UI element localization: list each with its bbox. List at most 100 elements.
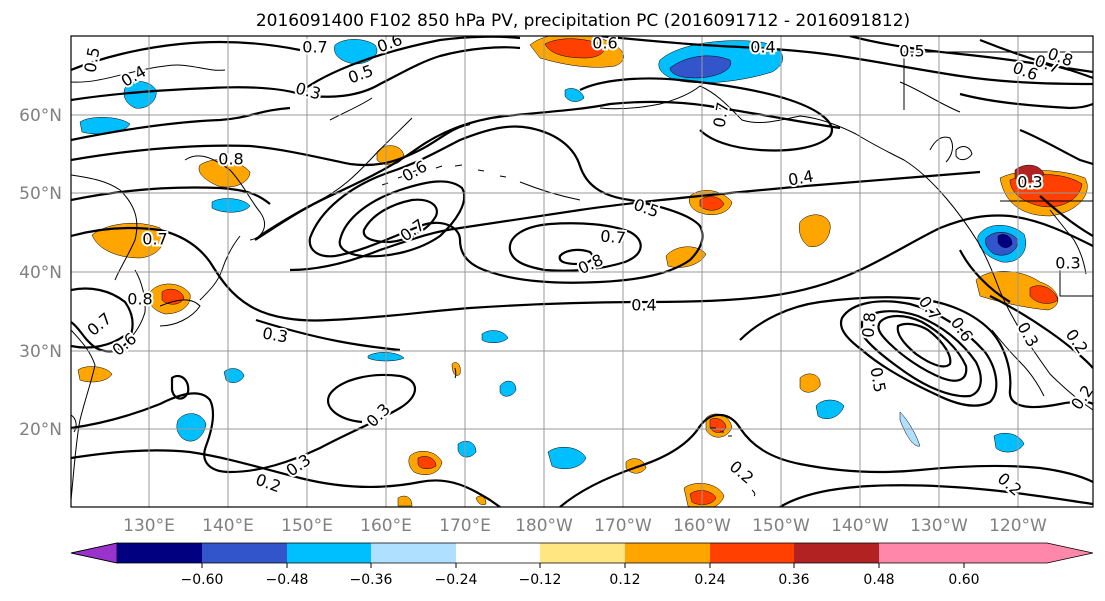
pv-contour: [71, 122, 471, 167]
precip-positive-peak: [1014, 164, 1045, 182]
pv-contour: [1019, 128, 1093, 166]
pv-contour: [989, 295, 1093, 369]
pv-contour: [71, 106, 291, 142]
colorbar-segment: [625, 543, 710, 563]
pv-contour: [362, 198, 438, 244]
precipitation-shading: [77, 36, 1088, 507]
coastline: [71, 174, 138, 281]
precip-positive-area: [475, 495, 487, 505]
precip-negative-area: [499, 380, 517, 397]
pv-contour: [299, 36, 521, 93]
lon-label: 120°W: [989, 516, 1047, 536]
island: [929, 136, 954, 163]
colorbar-segment: [540, 543, 625, 563]
pv-contour: [979, 38, 1093, 80]
colorbar-extend-max: [964, 543, 1093, 563]
latitude-labels: 60°N 50°N 40°N 30°N 20°N: [19, 106, 62, 440]
lon-label: 130°W: [910, 516, 968, 536]
aleutian-islands: [381, 164, 507, 186]
pv-contour: [71, 214, 1093, 322]
pv-contour: [71, 335, 125, 349]
contour-label: 0.7: [709, 101, 732, 129]
lon-label: 140°W: [831, 516, 889, 536]
lon-label: 130°E: [123, 516, 175, 536]
lon-label: 170°W: [594, 516, 652, 536]
colorbar-segment: [794, 543, 879, 563]
colorbar: −0.60 −0.48 −0.36 −0.24 −0.12 0.12 0.24 …: [70, 542, 1094, 588]
precip-positive-area: [451, 362, 461, 376]
lat-label: 50°N: [19, 184, 62, 204]
colorbar-extend-min: [70, 542, 118, 564]
colorbar-tick-label: 0.12: [609, 572, 640, 588]
island: [454, 367, 457, 379]
pv-contour: [508, 222, 642, 272]
pv-contour: [71, 287, 134, 353]
precip-negative-area: [815, 399, 845, 419]
colorbar-tick-label: 0.60: [948, 572, 979, 588]
japan-coast: [199, 235, 241, 301]
pv-contour: [558, 248, 594, 266]
contour-label: 0.7: [302, 38, 327, 57]
kuril-chain: [259, 117, 413, 236]
colorbar-segment: [456, 543, 540, 563]
pv-contour: [959, 249, 1011, 303]
precip-negative-area: [481, 330, 509, 343]
longitude-labels: 130°E 140°E 150°E 160°E 170°E 180°W 170°…: [123, 516, 1047, 536]
contour-label: 0.5: [866, 366, 889, 394]
precip-negative-area: [457, 441, 477, 458]
precip-positive-area: [91, 223, 165, 259]
colorbar-tick-label: −0.12: [519, 572, 562, 588]
precip-negative-area: [993, 433, 1025, 453]
contour-label: 0.4: [631, 296, 656, 315]
colorbar-tick-label: −0.24: [435, 572, 478, 588]
island: [71, 414, 77, 433]
lat-label: 20°N: [19, 420, 62, 440]
pv-contour: [860, 310, 982, 398]
contour-label: 0.8: [858, 311, 879, 338]
contour-label: 0.4: [750, 38, 775, 57]
precip-negative-area: [223, 368, 245, 383]
pv-contour: [71, 373, 417, 474]
colorbar-segment: [371, 543, 456, 563]
pv-contour: [839, 300, 998, 407]
precip-positive-area: [77, 366, 113, 383]
lon-label: 160°E: [360, 516, 412, 536]
pv-contour: [959, 92, 1093, 110]
lon-label: 180°W: [515, 516, 573, 536]
pv-contour: [877, 314, 968, 382]
lon-label: 150°W: [752, 516, 810, 536]
pv-contour: [338, 180, 466, 258]
pv-contour: [896, 322, 952, 368]
pv-contour: [170, 374, 190, 400]
precip-negative-area: [564, 88, 585, 102]
precip-positive-area: [799, 373, 821, 393]
pv-contour: [289, 170, 981, 272]
lat-label: 30°N: [19, 342, 62, 362]
contour-label: 0.3: [1017, 173, 1042, 192]
precip-positive-core: [417, 456, 437, 469]
pv-contour: [599, 36, 1093, 86]
hawaii-islands: [710, 427, 732, 437]
map-title: 2016091400 F102 850 hPa PV, precipitatio…: [256, 11, 910, 31]
contour-label: 0.3: [1055, 254, 1080, 273]
island: [955, 146, 973, 161]
colorbar-tick-label: 0.24: [694, 572, 725, 588]
precip-positive-core: [544, 38, 605, 59]
north-america-coast: [599, 85, 1093, 411]
contour-label: 0.8: [127, 290, 152, 309]
precip-positive-core: [699, 196, 725, 211]
pv-contour: [849, 36, 1093, 74]
border: [1059, 268, 1093, 297]
precip-negative-area: [547, 446, 587, 469]
pv-contour: [71, 186, 271, 205]
precip-positive-area: [198, 159, 251, 188]
baja-coast: [991, 329, 1045, 397]
coastline: [71, 64, 226, 83]
contour-label: 0.7: [600, 226, 627, 247]
lon-label: 170°E: [439, 516, 491, 536]
pv-contour: [71, 449, 501, 507]
colorbar-tick-label: 0.36: [778, 572, 809, 588]
colorbar-tick-label: 0.48: [863, 572, 894, 588]
contour-label: 0.6: [592, 34, 617, 53]
colorbar-segment: [287, 543, 371, 563]
